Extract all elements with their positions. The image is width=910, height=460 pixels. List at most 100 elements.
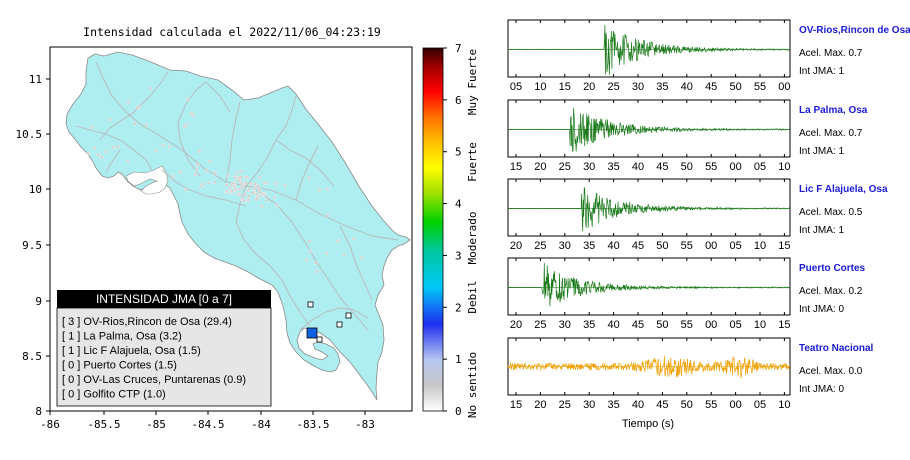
colorbar-level-label: No sentido	[466, 352, 479, 418]
station-dot	[96, 153, 101, 157]
station-dot	[262, 180, 267, 185]
map-y-axis: 11 10.5 10 9.5 9 8.5 8	[16, 73, 50, 418]
station-dot	[308, 249, 312, 253]
station-dot	[325, 251, 329, 256]
waveform	[507, 186, 791, 232]
max-acceleration: Acel. Max. 0.2	[799, 286, 863, 297]
map-x-axis: -86 -85.5 -85 -84.5 -84 -83.5 -83	[40, 411, 375, 431]
time-tick-label: 15	[778, 240, 790, 252]
station-dot	[313, 261, 318, 265]
legend-title: INTENSIDAD JMA [0 a 7]	[96, 292, 232, 306]
station-marker-puerto-cortes[interactable]	[336, 321, 343, 328]
station-dot	[178, 170, 183, 174]
max-acceleration: Acel. Max. 0.7	[799, 48, 863, 59]
station-dot	[230, 188, 234, 193]
seismogram-4: 15 20 25 30 35 40 45 50 55 00 05 10 Teatro Nacional A…	[507, 337, 873, 411]
station-dot	[325, 213, 330, 218]
map-y-tick-label: 8	[35, 405, 42, 418]
station-dot	[342, 253, 346, 257]
time-tick-label: 45	[656, 161, 668, 173]
station-dot	[254, 192, 259, 196]
time-tick-label: 55	[705, 161, 717, 173]
station-dot	[243, 175, 248, 180]
time-tick-label: 05	[510, 81, 522, 93]
map-y-tick-label: 9.5	[22, 239, 42, 252]
station-dot	[237, 178, 241, 183]
time-tick-label: 30	[559, 240, 571, 252]
time-tick-label: 15	[510, 399, 522, 411]
station-name[interactable]: Lic F Alajuela, Osa	[799, 184, 888, 195]
station-dot	[247, 187, 251, 191]
epicenter-marker[interactable]	[306, 327, 318, 339]
colorbar-tick-label: 7	[455, 42, 462, 55]
station-dot	[231, 181, 235, 186]
time-tick-label: 45	[705, 81, 717, 93]
time-tick-label: 50	[656, 240, 668, 252]
station-name[interactable]: Puerto Cortes	[799, 263, 866, 274]
station-dot	[227, 186, 232, 191]
station-marker-alajuela[interactable]	[316, 336, 323, 343]
time-tick-label: 40	[607, 240, 619, 252]
station-dot	[283, 183, 287, 188]
station-dot	[116, 144, 120, 149]
map-x-tick-label: -83	[355, 418, 375, 431]
station-dot	[351, 237, 356, 241]
max-acceleration: Acel. Max. 0.0	[799, 366, 863, 377]
station-dot	[315, 269, 319, 274]
station-dot	[89, 125, 94, 130]
time-tick-label: 30	[583, 161, 595, 173]
station-dot	[184, 123, 189, 127]
station-dot	[86, 151, 91, 156]
road-network	[75, 61, 399, 331]
legend-item: [ 1 ] La Palma, Osa (3.2)	[62, 331, 182, 343]
station-dot	[144, 123, 149, 127]
colorbar-tick-label: 2	[455, 301, 462, 314]
station-dot	[243, 192, 247, 197]
station-name[interactable]: Teatro Nacional	[799, 343, 873, 354]
station-dot	[253, 182, 257, 186]
station-dot	[185, 97, 190, 102]
jma-intensity: Int JMA: 1	[799, 146, 844, 157]
station-dots	[86, 86, 364, 274]
station-dot	[243, 181, 248, 185]
station-name[interactable]: OV-Rios,Rincon de Osa	[799, 25, 910, 36]
time-tick-label: 35	[607, 399, 619, 411]
map-y-tick-label: 10	[29, 183, 42, 196]
time-tick-label: 50	[681, 399, 693, 411]
colorbar-tick-label: 3	[455, 249, 462, 262]
time-tick-label: 55	[705, 399, 717, 411]
station-dot	[257, 186, 261, 191]
map-x-tick-label: -86	[40, 418, 60, 431]
station-dot	[257, 176, 262, 180]
station-marker-la-palma[interactable]	[307, 301, 314, 308]
station-dot	[182, 125, 187, 129]
time-tick-label: 15	[778, 319, 790, 331]
colorbar-level-label: Fuerte	[466, 142, 479, 182]
station-dot	[204, 168, 209, 173]
time-tick-label: 50	[656, 319, 668, 331]
time-tick-label: 00	[705, 319, 717, 331]
seismogram-x-label: Tiempo (s)	[622, 418, 674, 430]
station-dot	[153, 149, 158, 153]
time-tick-label: 55	[754, 81, 766, 93]
station-dot	[238, 169, 243, 173]
time-tick-label: 05	[729, 240, 741, 252]
station-dot	[126, 159, 130, 163]
station-dot	[304, 258, 309, 262]
legend-item: [ 0 ] OV-Las Cruces, Puntarenas (0.9)	[62, 374, 246, 386]
station-dot	[307, 239, 312, 243]
time-tick-label: 05	[754, 399, 766, 411]
station-dot	[258, 194, 262, 199]
time-tick-label: 10	[778, 161, 790, 173]
station-name[interactable]: La Palma, Osa	[799, 105, 868, 116]
station-dot	[212, 180, 217, 184]
station-dot	[224, 189, 228, 194]
map-y-tick-label: 11	[29, 73, 42, 86]
time-tick-label: 00	[705, 240, 717, 252]
station-dot	[193, 172, 197, 177]
station-marker-golfito[interactable]	[345, 312, 352, 319]
time-tick-label: 35	[583, 319, 595, 331]
station-dot	[275, 203, 279, 208]
time-tick-label: 00	[729, 399, 741, 411]
time-tick-label: 45	[656, 399, 668, 411]
